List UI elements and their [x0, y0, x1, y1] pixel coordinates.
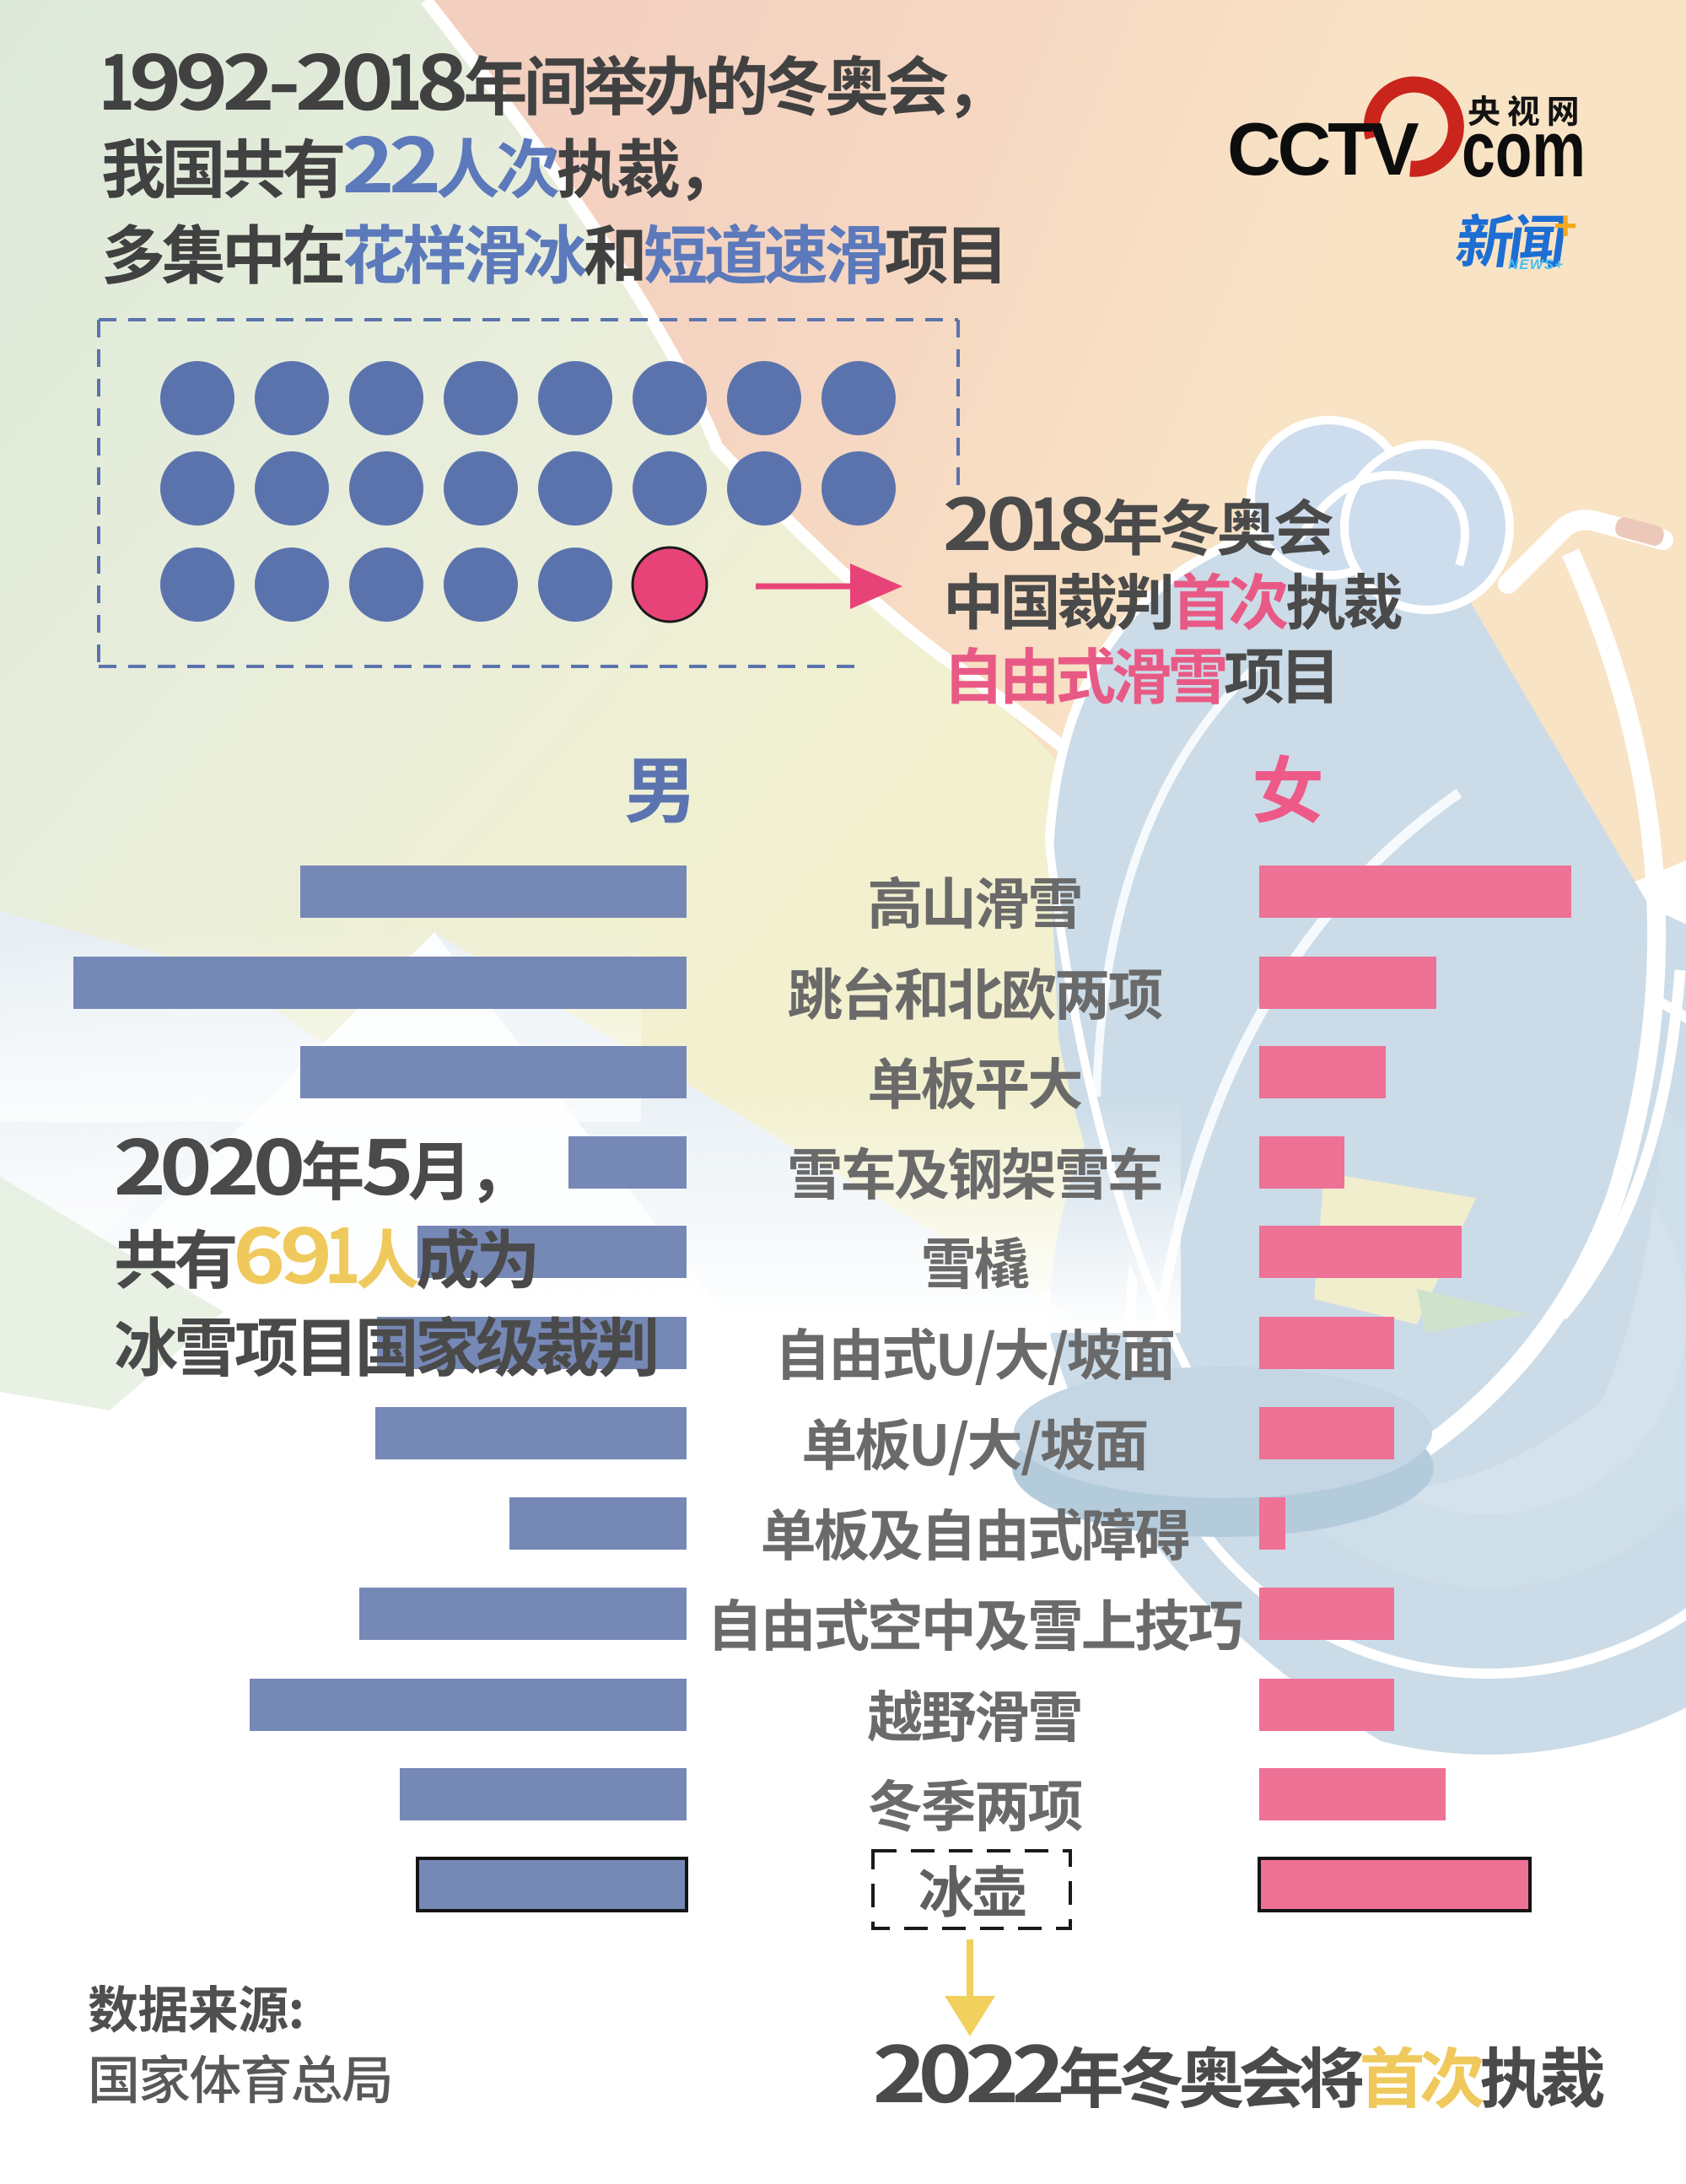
svg-text:+: + — [1554, 204, 1577, 249]
svg-text:CCTV: CCTV — [1227, 107, 1419, 191]
svg-text:NEWS+: NEWS+ — [1508, 256, 1564, 272]
svg-text:com: com — [1462, 104, 1586, 193]
